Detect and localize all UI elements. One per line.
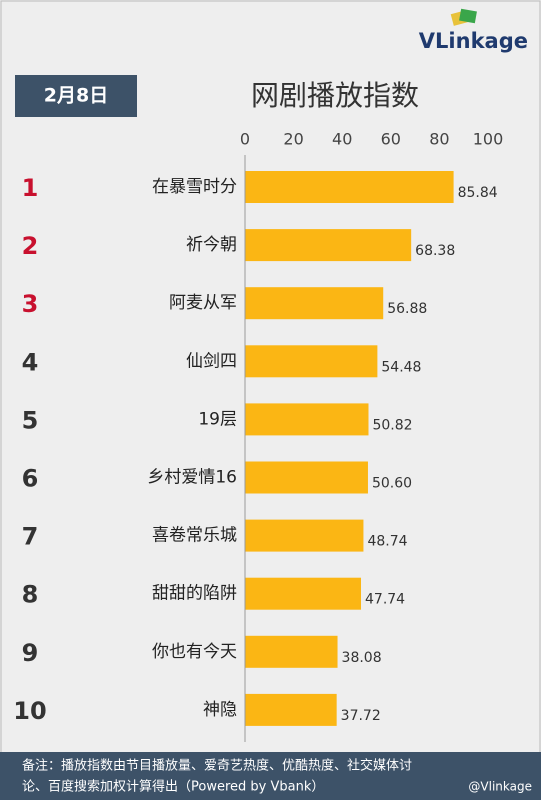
- y-tick-label: 在暴雪时分: [152, 177, 237, 197]
- bar: [245, 519, 364, 552]
- footer: [0, 752, 541, 800]
- x-tick-label: 80: [429, 130, 449, 149]
- value-label: 56.88: [387, 301, 427, 317]
- rank: 8: [22, 581, 39, 609]
- x-tick-label: 20: [283, 130, 303, 149]
- bar: [245, 287, 384, 320]
- date-badge: [15, 75, 137, 117]
- y-tick-label: 甜甜的陷阱: [152, 584, 237, 604]
- value-label: 68.38: [415, 243, 455, 259]
- logo: VLinkage: [419, 29, 528, 53]
- value-label: 50.60: [372, 476, 412, 492]
- rank: 1: [22, 174, 39, 202]
- y-tick-label: 阿麦从军: [169, 293, 237, 313]
- value-label: 47.74: [365, 592, 405, 608]
- y-tick-label: 你也有今天: [152, 642, 237, 662]
- y-tick-label: 19层: [198, 409, 237, 429]
- bar: [245, 345, 378, 378]
- watermark: @Vlinkage: [468, 780, 532, 794]
- value-label: 85.84: [458, 185, 498, 201]
- y-tick-label: 喜卷常乐城: [152, 526, 237, 546]
- x-tick-label: 60: [381, 130, 401, 149]
- rank: 10: [13, 697, 46, 725]
- footnote: 备注：播放指数由节目播放量、爱奇艺热度、优酷热度、社交媒体讨: [22, 758, 412, 774]
- y-tick-label: 祈今朝: [186, 235, 237, 255]
- value-label: 37.72: [341, 708, 381, 724]
- rank: 6: [22, 465, 39, 493]
- y-tick-label: 仙剑四: [186, 351, 237, 371]
- y-tick-label: 乡村爱情16: [147, 468, 237, 488]
- chart-title: 网剧播放指数: [251, 79, 419, 112]
- x-tick-label: 100: [473, 130, 504, 149]
- value-label: 38.08: [342, 650, 382, 666]
- x-tick-label: 0: [240, 130, 250, 149]
- value-label: 50.82: [372, 417, 412, 433]
- rank: 7: [22, 523, 39, 551]
- rank: 2: [22, 232, 39, 260]
- bar: [245, 693, 337, 726]
- x-tick-label: 40: [332, 130, 352, 149]
- rank: 5: [22, 406, 39, 434]
- bar: [245, 577, 362, 610]
- rank: 9: [22, 639, 39, 667]
- bar: [245, 461, 368, 494]
- bar: [245, 229, 412, 262]
- bar: [245, 171, 454, 203]
- bar: [245, 403, 369, 436]
- bar: [245, 635, 338, 668]
- rank: 4: [22, 348, 39, 376]
- footnote: 论、百度搜索加权计算得出（Powered by Vbank）: [22, 779, 324, 795]
- rank: 3: [22, 290, 39, 318]
- value-label: 54.48: [381, 359, 421, 375]
- value-label: 48.74: [367, 534, 407, 550]
- date: 2月8日: [44, 85, 108, 107]
- logo-icon: [450, 8, 477, 26]
- y-tick-label: 神隐: [203, 700, 237, 720]
